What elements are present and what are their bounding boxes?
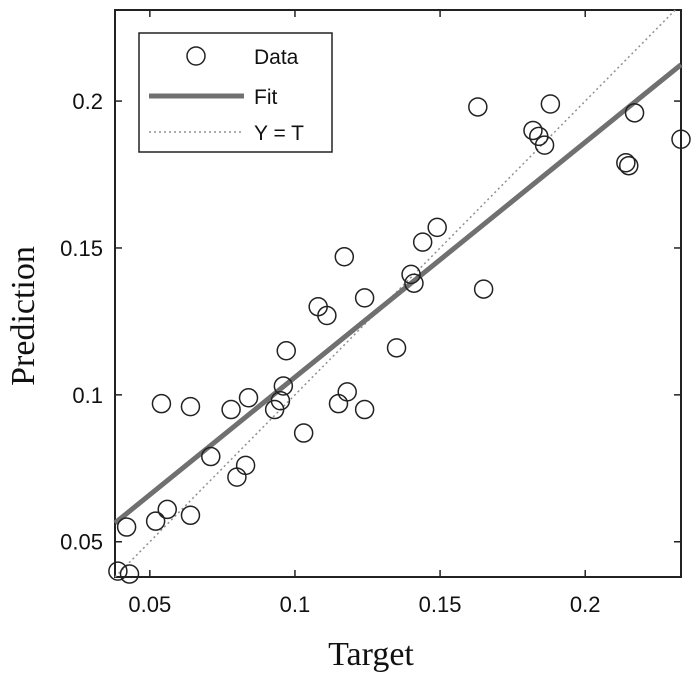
x-tick-label: 0.2 bbox=[570, 592, 601, 617]
data-point bbox=[624, 103, 645, 123]
data-points bbox=[108, 94, 691, 584]
data-point bbox=[151, 393, 172, 414]
legend-data-marker bbox=[186, 46, 206, 66]
data-point bbox=[401, 264, 421, 285]
data-point bbox=[337, 382, 357, 402]
legend-label-fit: Fit bbox=[254, 86, 277, 109]
data-point bbox=[270, 390, 291, 411]
y-tick-label: 0.2 bbox=[72, 89, 103, 114]
data-point bbox=[116, 517, 137, 537]
y-tick-label: 0.1 bbox=[72, 383, 103, 408]
data-point bbox=[354, 399, 375, 420]
data-point bbox=[404, 273, 424, 293]
y-axis-label: Prediction bbox=[5, 246, 42, 386]
data-point bbox=[534, 135, 555, 155]
x-tick-label: 0.05 bbox=[128, 592, 171, 617]
data-point bbox=[386, 338, 407, 358]
data-point bbox=[145, 511, 166, 531]
y-tick-label: 0.05 bbox=[60, 530, 103, 555]
data-point bbox=[671, 129, 691, 150]
legend: Data Fit Y = T bbox=[138, 32, 333, 153]
data-point bbox=[412, 232, 433, 252]
data-point bbox=[180, 396, 201, 417]
data-point bbox=[619, 155, 639, 176]
legend-label-data: Data bbox=[254, 46, 299, 69]
legend-label-identity: Y = T bbox=[254, 122, 304, 145]
x-axis-label: Target bbox=[328, 636, 414, 673]
y-axis: 0.05 0.1 0.15 0.2 bbox=[60, 89, 681, 555]
fit-line bbox=[113, 62, 683, 525]
data-point bbox=[276, 341, 297, 361]
data-point bbox=[427, 217, 447, 238]
data-point bbox=[235, 455, 256, 476]
y-tick-label: 0.15 bbox=[60, 236, 103, 261]
data-point bbox=[468, 97, 488, 117]
data-point bbox=[108, 561, 128, 581]
data-point bbox=[293, 423, 314, 443]
data-point bbox=[221, 399, 241, 420]
data-point bbox=[273, 376, 294, 396]
reference-lines bbox=[113, 9, 683, 578]
data-point bbox=[473, 279, 494, 299]
x-axis: 0.05 0.1 0.15 0.2 bbox=[128, 10, 601, 617]
data-point bbox=[540, 94, 561, 114]
data-point bbox=[180, 505, 201, 526]
data-point bbox=[201, 446, 221, 467]
x-tick-label: 0.1 bbox=[280, 592, 311, 617]
data-point bbox=[317, 305, 337, 326]
data-point bbox=[334, 247, 355, 267]
data-point bbox=[119, 564, 140, 584]
data-point bbox=[523, 120, 543, 141]
data-point bbox=[616, 153, 636, 173]
data-point bbox=[238, 388, 259, 408]
data-point bbox=[354, 288, 375, 308]
data-point bbox=[157, 499, 177, 520]
x-tick-label: 0.15 bbox=[419, 592, 462, 617]
